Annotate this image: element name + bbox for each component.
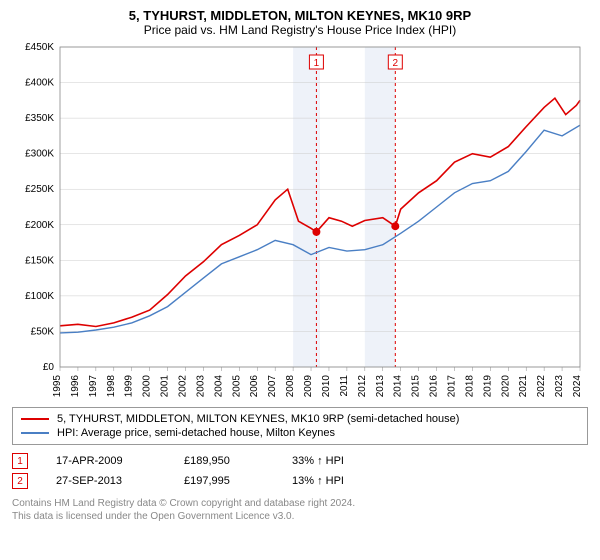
sale-badge: 1	[12, 453, 28, 469]
svg-text:2024: 2024	[572, 375, 583, 398]
svg-text:2003: 2003	[195, 375, 206, 398]
svg-text:2011: 2011	[339, 375, 350, 397]
svg-text:2007: 2007	[267, 375, 278, 398]
svg-text:2014: 2014	[393, 375, 404, 398]
svg-text:2017: 2017	[446, 375, 457, 398]
svg-text:2021: 2021	[518, 375, 529, 398]
sale-date: 17-APR-2009	[56, 455, 156, 467]
svg-text:2023: 2023	[554, 375, 565, 398]
legend-swatch	[21, 432, 49, 434]
chart-subtitle: Price paid vs. HM Land Registry's House …	[12, 23, 588, 37]
sale-delta: 13% ↑ HPI	[292, 475, 344, 487]
svg-text:2022: 2022	[536, 375, 547, 398]
svg-text:1997: 1997	[88, 375, 99, 398]
sale-row: 2 27-SEP-2013 £197,995 13% ↑ HPI	[12, 471, 588, 491]
svg-text:£200K: £200K	[25, 220, 54, 231]
sales-table: 1 17-APR-2009 £189,950 33% ↑ HPI 2 27-SEP-201…	[12, 451, 588, 491]
chart-title: 5, TYHURST, MIDDLETON, MILTON KEYNES, MK…	[12, 8, 588, 23]
legend-label: HPI: Average price, semi-detached house,…	[57, 427, 335, 439]
svg-text:£400K: £400K	[25, 78, 54, 89]
svg-text:£150K: £150K	[25, 255, 54, 266]
sale-price: £189,950	[184, 455, 264, 467]
svg-text:£0: £0	[43, 362, 55, 373]
svg-text:2018: 2018	[464, 375, 475, 398]
svg-text:2004: 2004	[213, 375, 224, 398]
svg-text:£100K: £100K	[25, 291, 54, 302]
svg-text:1995: 1995	[52, 375, 63, 398]
svg-text:1: 1	[314, 58, 320, 69]
svg-text:1999: 1999	[124, 375, 135, 398]
chart-plot-area: £0 £50K £100K £150K £200K £250K £300K £350K £400…	[12, 43, 588, 403]
svg-text:2012: 2012	[357, 375, 368, 398]
chart-svg: £0 £50K £100K £150K £200K £250K £300K £350K £400…	[12, 43, 588, 403]
legend-box: 5, TYHURST, MIDDLETON, MILTON KEYNES, MK…	[12, 407, 588, 445]
svg-text:2002: 2002	[178, 375, 189, 398]
svg-text:2000: 2000	[142, 375, 153, 398]
svg-text:2016: 2016	[429, 375, 440, 398]
svg-text:£450K: £450K	[25, 43, 54, 53]
svg-text:2005: 2005	[231, 375, 242, 398]
legend-item: 5, TYHURST, MIDDLETON, MILTON KEYNES, MK…	[21, 412, 579, 426]
svg-text:£50K: £50K	[31, 326, 55, 337]
svg-text:2006: 2006	[249, 375, 260, 398]
sale-badge: 2	[12, 473, 28, 489]
legend-swatch	[21, 418, 49, 420]
svg-text:1998: 1998	[106, 375, 117, 398]
svg-text:£300K: £300K	[25, 149, 54, 160]
svg-text:2010: 2010	[321, 375, 332, 398]
svg-text:2013: 2013	[375, 375, 386, 398]
svg-text:2008: 2008	[285, 375, 296, 398]
legend-item: HPI: Average price, semi-detached house,…	[21, 426, 579, 440]
svg-text:2001: 2001	[160, 375, 171, 398]
footer: Contains HM Land Registry data © Crown c…	[12, 497, 588, 523]
chart-container: 5, TYHURST, MIDDLETON, MILTON KEYNES, MK…	[0, 0, 600, 531]
sale-date: 27-SEP-2013	[56, 475, 156, 487]
sale-price: £197,995	[184, 475, 264, 487]
svg-text:2015: 2015	[411, 375, 422, 398]
footer-line-1: Contains HM Land Registry data © Crown c…	[12, 497, 588, 510]
sale-row: 1 17-APR-2009 £189,950 33% ↑ HPI	[12, 451, 588, 471]
svg-text:£250K: £250K	[25, 184, 54, 195]
legend-label: 5, TYHURST, MIDDLETON, MILTON KEYNES, MK…	[57, 413, 459, 425]
footer-line-2: This data is licensed under the Open Gov…	[12, 510, 588, 523]
svg-text:1996: 1996	[70, 375, 81, 398]
svg-text:£350K: £350K	[25, 113, 54, 124]
svg-text:2009: 2009	[303, 375, 314, 398]
svg-text:2020: 2020	[500, 375, 511, 398]
svg-text:2019: 2019	[482, 375, 493, 398]
svg-text:2: 2	[393, 58, 399, 69]
sale-delta: 33% ↑ HPI	[292, 455, 344, 467]
